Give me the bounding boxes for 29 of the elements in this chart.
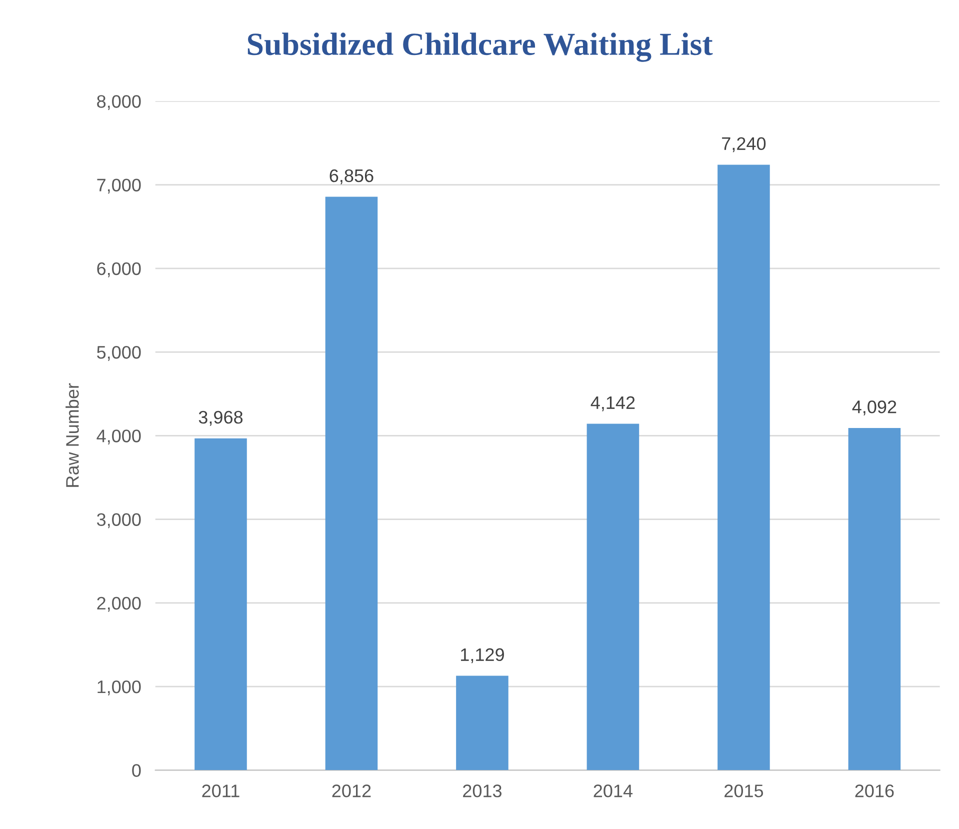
x-tick-label: 2013 (463, 784, 502, 798)
y-tick-label: 8,000 (97, 95, 141, 110)
x-tick-label: 2015 (724, 784, 764, 798)
bar (586, 424, 640, 770)
x-tick-label: 2012 (332, 784, 371, 798)
bar (718, 164, 770, 770)
y-tick-label: 4,000 (96, 430, 141, 444)
chart-title: Subsidized Childcare Waiting List (248, 32, 713, 62)
data-label: 4,142 (590, 396, 635, 412)
y-tick-label: 3,000 (96, 513, 141, 528)
bar (456, 676, 508, 770)
x-tick-label: 2016 (855, 784, 894, 798)
y-tick-label: 5,000 (97, 346, 141, 361)
bar (325, 196, 378, 770)
bar (848, 428, 901, 770)
data-label: 4,092 (852, 400, 896, 416)
y-tick-label: 6,000 (97, 262, 141, 278)
data-label: 6,856 (330, 169, 374, 184)
y-tick-label: 1,000 (98, 680, 141, 696)
x-tick-label: 2014 (594, 784, 633, 798)
x-tick-label: 2011 (202, 784, 240, 798)
bar (194, 438, 247, 770)
y-tick-label: 0 (132, 764, 141, 777)
data-label: 7,240 (722, 137, 766, 152)
data-label: 3,968 (198, 410, 243, 426)
y-tick-label: 2,000 (97, 596, 141, 612)
y-axis-title: Raw Number (66, 383, 79, 487)
data-label: 1,129 (461, 648, 504, 664)
y-tick-label: 7,000 (97, 178, 141, 194)
